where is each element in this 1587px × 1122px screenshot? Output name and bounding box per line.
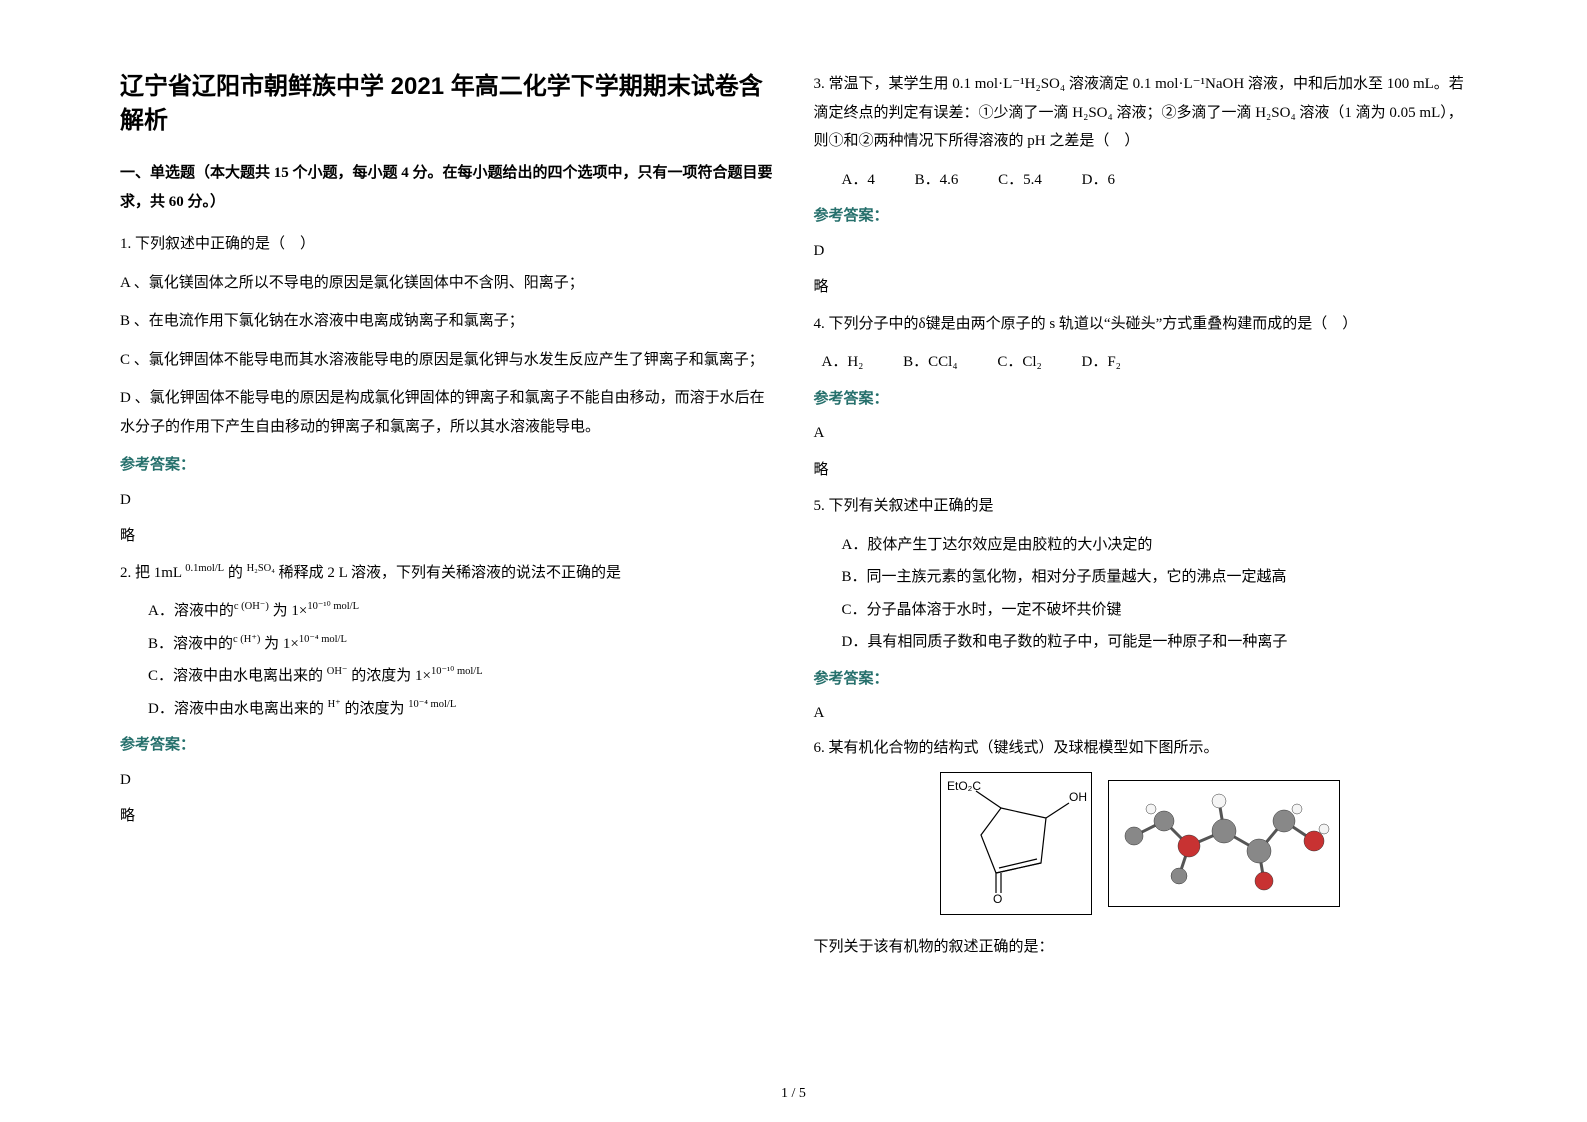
q3-option-b: B．4.6 [915, 166, 959, 195]
q6-tail: 下列关于该有机物的叙述正确的是： [814, 933, 1468, 962]
q2-stem-b: 的 [224, 565, 247, 581]
q5-option-c: C．分子晶体溶于水时，一定不破坏共价键 [842, 596, 1468, 625]
q5-option-d: D．具有相同质子数和电子数的粒子中，可能是一种原子和一种离子 [842, 628, 1468, 657]
q2-option-b: B．溶液中的c (H⁺) 为 1×10⁻⁴ mol/L [148, 630, 774, 659]
q2-answer-extra: 略 [120, 802, 774, 831]
q5-option-b: B．同一主族元素的氢化物，相对分子质量越大，它的沸点一定越高 [842, 563, 1468, 592]
q3-answer-letter: D [814, 237, 1468, 266]
ball-stick-model-icon [1109, 781, 1339, 896]
q2-option-d: D．溶液中由水电离出来的 H⁺ 的浓度为 10⁻⁴ mol/L [148, 695, 774, 724]
question-4: 4. 下列分子中的δ键是由两个原子的 s 轨道以“头碰头”方式重叠构建而成的是（… [814, 310, 1468, 339]
q5-options: A．胶体产生丁达尔效应是由胶粒的大小决定的 B．同一主族元素的氢化物，相对分子质… [814, 531, 1468, 657]
q2-conc: 0.1mol/L [185, 563, 224, 574]
q1-answer-label: 参考答案： [120, 451, 774, 480]
q4-option-c: C．Cl₂ [997, 348, 1041, 377]
q4-option-d: D．F₂ [1082, 348, 1121, 377]
q6-structure-box: EtO₂C OH O [940, 772, 1092, 915]
q1-stem: 1. 下列叙述中正确的是（ ） [120, 230, 774, 259]
page: 辽宁省辽阳市朝鲜族中学 2021 年高二化学下学期期末试卷含解析 一、单选题（本… [0, 0, 1587, 1122]
label-oh: OH [1069, 790, 1087, 804]
q1-option-c: C 、氯化钾固体不能导电而其水溶液能导电的原因是氯化钾与水发生反应产生了钾离子和… [120, 346, 774, 375]
question-2: 2. 把 1mL 0.1mol/L 的 H₂SO₄ 稀释成 2 L 溶液，下列有… [120, 559, 774, 588]
question-5: 5. 下列有关叙述中正确的是 [814, 492, 1468, 521]
q5-answer-label: 参考答案： [814, 665, 1468, 694]
q1-option-b: B 、在电流作用下氯化钠在水溶液中电离成钠离子和氯离子； [120, 307, 774, 336]
q4-option-a: A．H₂ [822, 348, 864, 377]
q3-option-d: D．6 [1082, 166, 1115, 195]
question-1: 1. 下列叙述中正确的是（ ） [120, 230, 774, 259]
q4-option-b: B．CCl₄ [903, 348, 957, 377]
q1-answer-extra: 略 [120, 522, 774, 551]
q2-option-a: A．溶液中的c (OH⁻) 为 1×10⁻¹⁰ mol/L [148, 597, 774, 626]
section-intro: 一、单选题（本大题共 15 个小题，每小题 4 分。在每小题给出的四个选项中，只… [120, 159, 774, 216]
q4-answer-label: 参考答案： [814, 385, 1468, 414]
q3-options: A．4 B．4.6 C．5.4 D．6 [814, 166, 1468, 195]
q3-answer-extra: 略 [814, 273, 1468, 302]
q4-answer-extra: 略 [814, 456, 1468, 485]
label-eto2c: EtO₂C [947, 779, 981, 793]
q6-figures: EtO₂C OH O [814, 772, 1468, 915]
q1-option-d: D 、氯化钾固体不能导电的原因是构成氯化钾固体的钾离子和氯离子不能自由移动，而溶… [120, 384, 774, 441]
column-right: 3. 常温下，某学生用 0.1 mol·L⁻¹H₂SO₄ 溶液滴定 0.1 mo… [794, 70, 1488, 1092]
q2-stem-a: 2. 把 1mL [120, 565, 185, 581]
q2-answer-label: 参考答案： [120, 731, 774, 760]
q4-answer-letter: A [814, 419, 1468, 448]
q3-answer-label: 参考答案： [814, 202, 1468, 231]
q5-option-a: A．胶体产生丁达尔效应是由胶粒的大小决定的 [842, 531, 1468, 560]
q2-stem-c: 稀释成 2 L 溶液，下列有关稀溶液的说法不正确的是 [275, 565, 621, 581]
q2-answer-letter: D [120, 766, 774, 795]
column-left: 辽宁省辽阳市朝鲜族中学 2021 年高二化学下学期期末试卷含解析 一、单选题（本… [100, 70, 794, 1092]
q5-answer-letter: A [814, 699, 1468, 728]
q6-model-box [1108, 780, 1340, 908]
question-3: 3. 常温下，某学生用 0.1 mol·L⁻¹H₂SO₄ 溶液滴定 0.1 mo… [814, 70, 1468, 156]
q2-formula: H₂SO₄ [247, 563, 275, 574]
question-6: 6. 某有机化合物的结构式（键线式）及球棍模型如下图所示。 [814, 734, 1468, 763]
q2-options: A．溶液中的c (OH⁻) 为 1×10⁻¹⁰ mol/L B．溶液中的c (H… [120, 597, 774, 723]
doc-title: 辽宁省辽阳市朝鲜族中学 2021 年高二化学下学期期末试卷含解析 [120, 70, 774, 137]
q2-option-c: C．溶液中由水电离出来的 OH⁻ 的浓度为 1×10⁻¹⁰ mol/L [148, 662, 774, 691]
page-number: 1 / 5 [0, 1086, 1587, 1102]
structural-formula-icon: EtO₂C OH O [941, 773, 1091, 903]
q4-options: A．H₂ B．CCl₄ C．Cl₂ D．F₂ [814, 348, 1468, 377]
label-o: O [993, 892, 1002, 903]
q1-option-a: A 、氯化镁固体之所以不导电的原因是氯化镁固体中不含阴、阳离子； [120, 269, 774, 298]
q1-answer-letter: D [120, 486, 774, 515]
q3-option-a: A．4 [842, 166, 875, 195]
q3-option-c: C．5.4 [998, 166, 1042, 195]
